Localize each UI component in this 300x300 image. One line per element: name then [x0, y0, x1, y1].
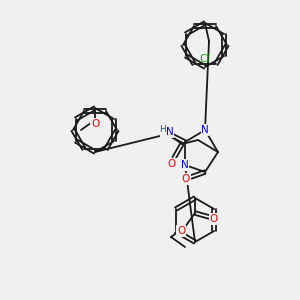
- Text: N: N: [181, 160, 189, 170]
- Text: S: S: [160, 126, 168, 136]
- Text: Cl: Cl: [200, 54, 210, 64]
- Text: N: N: [166, 127, 174, 137]
- Text: O: O: [210, 214, 218, 224]
- Text: H: H: [160, 124, 167, 134]
- Text: N: N: [201, 125, 209, 135]
- Text: O: O: [182, 174, 190, 184]
- Text: O: O: [168, 159, 176, 169]
- Text: O: O: [91, 119, 99, 129]
- Text: O: O: [177, 226, 185, 236]
